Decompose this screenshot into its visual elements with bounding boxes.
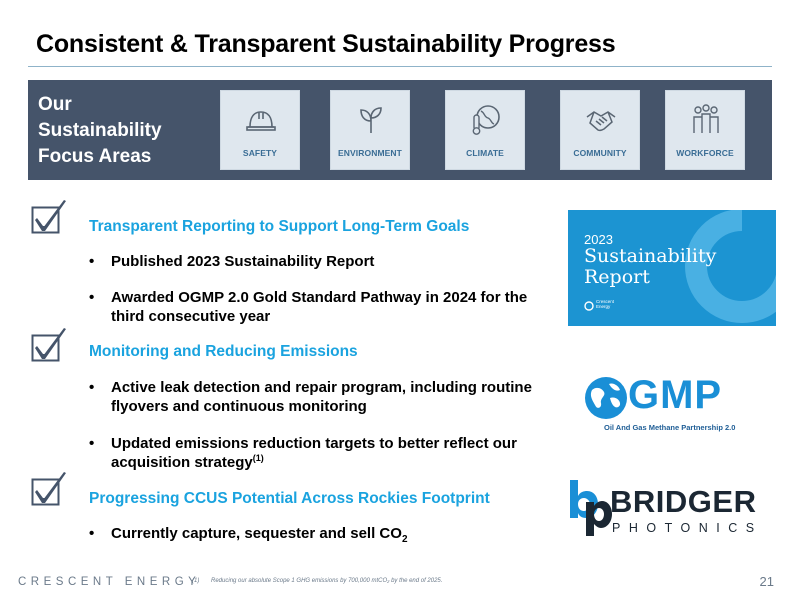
bullet-text: Updated emissions reduction targets to b… xyxy=(111,435,517,471)
bridger-subtitle: PHOTONICS xyxy=(612,521,763,535)
crescent-energy-logo: Crescent Energy xyxy=(584,299,614,313)
plant-icon xyxy=(360,107,382,133)
title-divider xyxy=(28,66,772,67)
bullet-text: Currently capture, sequester and sell CO xyxy=(111,525,402,542)
crescent-mark-icon xyxy=(584,301,594,311)
bridger-wordmark: BRIDGER xyxy=(610,484,757,519)
footnote-text: Reducing our absolute Scope 1 GHG emissi… xyxy=(211,578,443,584)
report-title: Sustainability Report xyxy=(584,246,716,288)
report-title-line2: Report xyxy=(584,266,650,288)
focus-areas-label: Our Sustainability Focus Areas xyxy=(38,92,213,170)
handshake-icon xyxy=(586,111,616,132)
focus-label-line3: Focus Areas xyxy=(38,146,152,167)
footer-brand: CRESCENT ENERGY xyxy=(18,576,201,588)
report-ring-graphic xyxy=(685,210,776,323)
focus-label-line1: Our xyxy=(38,94,72,115)
slide-title: Consistent & Transparent Sustainability … xyxy=(36,30,616,58)
hard-hat-icon xyxy=(246,111,276,131)
focus-tile-community: COMMUNITY xyxy=(560,90,640,170)
footnote-number: (1) xyxy=(192,578,200,584)
bridger-mark-icon xyxy=(570,480,612,536)
bullet-item: • Updated emissions reduction targets to … xyxy=(89,435,517,471)
bullet-text: Active leak detection and repair program… xyxy=(111,379,532,415)
co2-subscript: 2 xyxy=(401,534,408,545)
focus-tile-label: WORKFORCE xyxy=(676,148,734,158)
page-number: 21 xyxy=(759,574,774,589)
bullet-item: • Currently capture, sequester and sell C… xyxy=(89,525,408,545)
report-brand-line1: Crescent xyxy=(596,299,615,304)
section-heading-emissions: Monitoring and Reducing Emissions xyxy=(89,343,358,360)
people-icon xyxy=(693,104,719,133)
focus-tile-label: CLIMATE xyxy=(466,148,504,158)
focus-label-line2: Sustainability xyxy=(38,120,162,141)
bullet-item: • Awarded OGMP 2.0 Gold Standard Pathway … xyxy=(89,289,528,325)
focus-tile-safety: SAFETY xyxy=(220,90,300,170)
ogmp-wordmark: GMP xyxy=(628,373,723,417)
focus-areas-banner: Our Sustainability Focus Areas SAFETY EN… xyxy=(28,80,772,180)
focus-tile-label: COMMUNITY xyxy=(573,148,627,158)
focus-tile-climate: CLIMATE xyxy=(445,90,525,170)
checkbox-check-icon xyxy=(31,200,66,234)
focus-tile-environment: ENVIRONMENT xyxy=(330,90,410,170)
report-title-line1: Sustainability xyxy=(584,245,717,267)
footnote-ref: (1) xyxy=(252,453,264,463)
bridger-photonics-logo: BRIDGER PHOTONICS xyxy=(566,478,762,540)
checkbox-check-icon xyxy=(31,328,66,362)
bullet-text: Published 2023 Sustainability Report xyxy=(111,253,375,270)
section-heading-ccus: Progressing CCUS Potential Across Rockie… xyxy=(89,490,490,507)
footnote: (1) Reducing our absolute Scope 1 GHG em… xyxy=(192,578,442,584)
checkbox-check-icon xyxy=(31,472,66,506)
bullet-item: • Active leak detection and repair progra… xyxy=(89,379,532,415)
sustainability-report-cover: 2023 Sustainability Report Crescent Ener… xyxy=(568,210,776,326)
report-brand-text: Crescent Energy xyxy=(596,299,614,309)
ogmp-subtitle: Oil And Gas Methane Partnership 2.0 xyxy=(604,423,736,432)
report-brand-line2: Energy xyxy=(596,304,611,309)
report-year: 2023 xyxy=(584,232,613,247)
focus-tile-workforce: WORKFORCE xyxy=(665,90,745,170)
bullet-item: • Published 2023 Sustainability Report xyxy=(89,253,375,270)
bullet-text: Awarded OGMP 2.0 Gold Standard Pathway i… xyxy=(111,289,528,325)
focus-tile-label: ENVIRONMENT xyxy=(338,148,402,158)
focus-tile-label: SAFETY xyxy=(242,148,278,158)
globe-icon xyxy=(585,377,627,419)
section-heading-reporting: Transparent Reporting to Support Long-Te… xyxy=(89,218,470,235)
ogmp-logo: GMP Oil And Gas Methane Partnership 2.0 xyxy=(582,374,750,434)
globe-thermometer-icon xyxy=(472,105,500,135)
